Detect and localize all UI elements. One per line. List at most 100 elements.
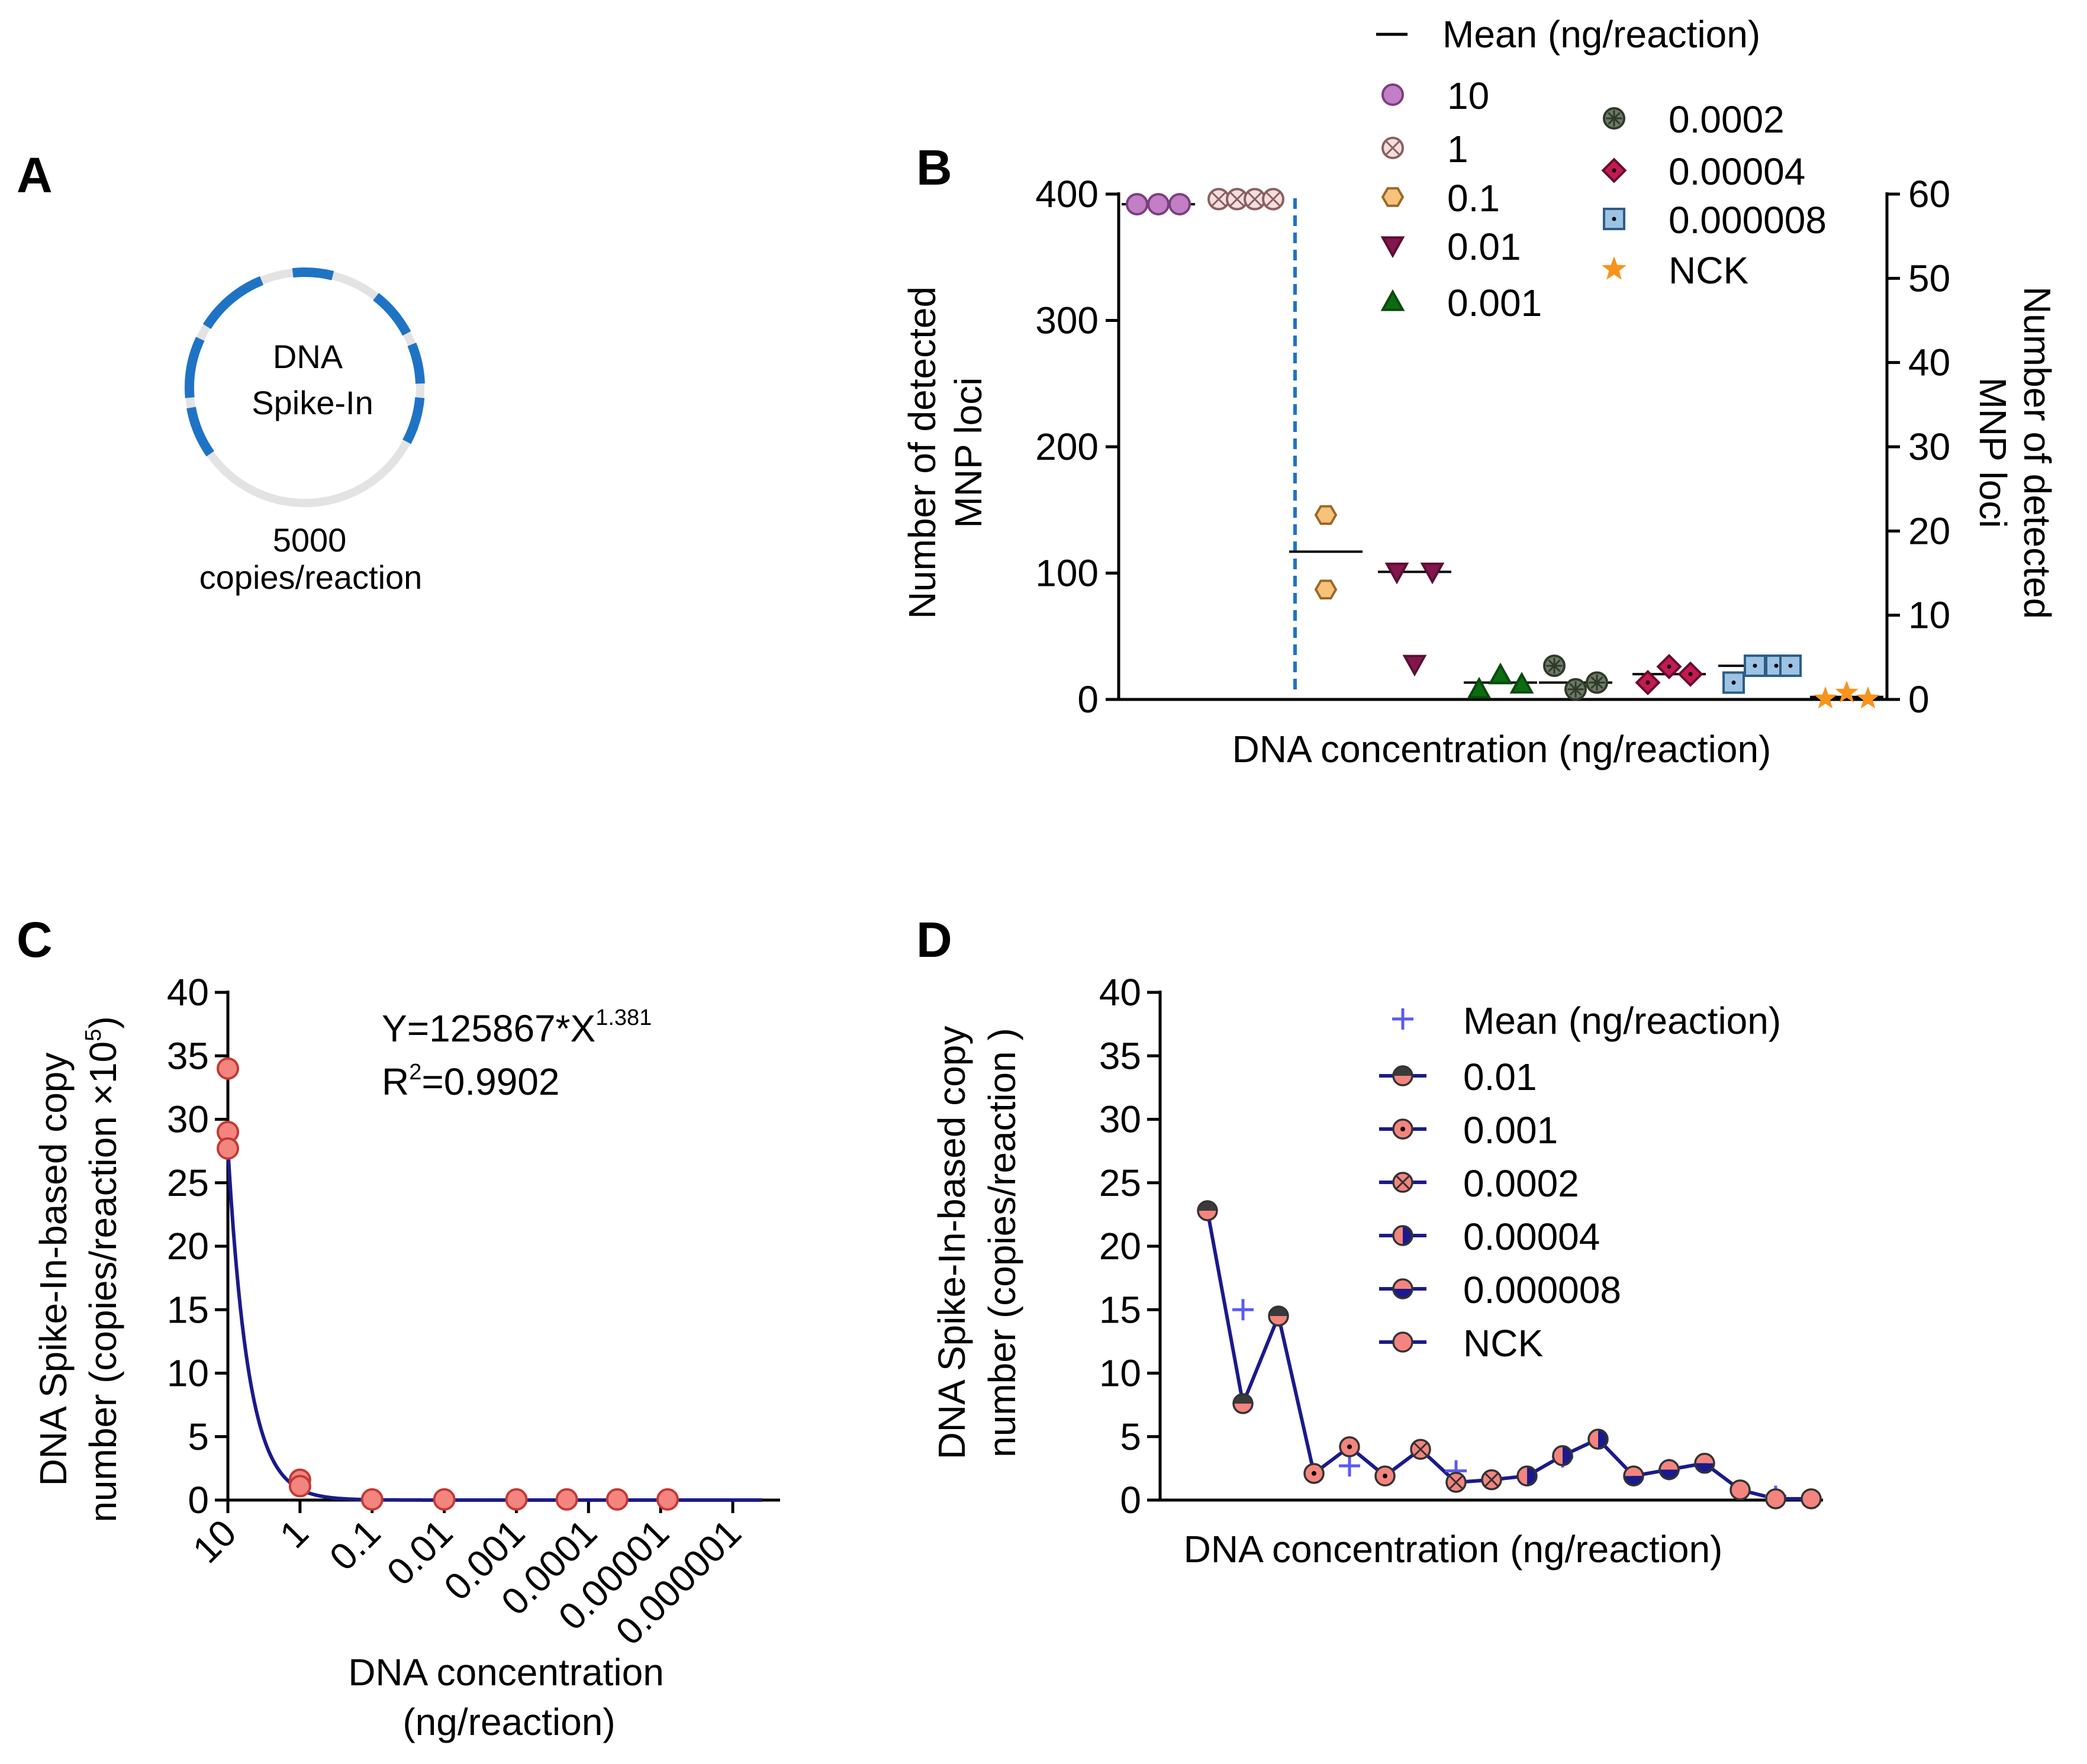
panel-a: A DNA Spike-In 5000 copies/reaction [17,147,425,596]
panel-d-legend-label-0.0002: 0.0002 [1463,1162,1579,1205]
panel-b-point-0.00004 [1656,653,1682,680]
marker-outline [1552,1445,1573,1466]
marker-fill [1731,1480,1750,1499]
panel-b-point-NCK [1814,686,1837,709]
marker-center-dot [1400,1127,1405,1131]
panel-c-equation-main: Y=125867*X [382,1007,595,1050]
panel-c-xtick-label: 0.1 [321,1511,389,1579]
panel-b-point-1 [1244,188,1266,211]
panel-c-r2-value: =0.9902 [421,1060,559,1103]
panel-b-y2tick-label: 50 [1908,257,1950,299]
panel-d-point-NCK [1765,1488,1786,1510]
spike-in-arc-3 [292,267,334,280]
panel-c-ytick-label: 30 [167,1098,209,1141]
panel-d-point-0.0002 [1481,1469,1502,1491]
panel-c-ylabel-line2-main: number (copies/reaction ×10 [82,1041,124,1523]
panel-b-point-1 [1207,188,1230,211]
panel-b-legend-label-1: 1 [1447,128,1468,170]
panel-b-legend-label-0.001: 0.001 [1447,282,1542,324]
panel-b-point-0.001 [1488,662,1513,685]
circle-label-spike-in: Spike-In [252,384,373,421]
spike-in-arc-2 [202,276,264,330]
panel-d-legend-marker-0.00004 [1392,1225,1413,1246]
panel-c-ytick-label: 15 [167,1288,209,1331]
caption-copies-value: 5000 [273,521,347,559]
marker-cross [1448,1475,1464,1490]
marker-asterisk [1606,110,1622,127]
circle-label-dna: DNA [273,338,343,375]
marker-square [1603,208,1625,230]
panel-c-ylabel-line2: number (copies/reaction ×105) [81,1016,124,1522]
panel-d-point-0.000008 [1658,1459,1680,1481]
panel-b-legend-label-0.0002: 0.0002 [1669,98,1785,141]
caption-copies-unit: copies/reaction [199,559,423,596]
marker-cross [1413,1441,1428,1457]
marker-circle [1126,193,1148,216]
panel-c-letter: C [17,912,53,968]
marker-center-dot [1667,664,1671,669]
marker-center-dot [1788,663,1793,668]
marker-center-dot [1774,663,1779,668]
panel-d-legend-title: Mean (ng/reaction) [1463,999,1781,1042]
panel-d-ylabel-line2: number (copies/reaction ) [981,1028,1023,1457]
marker-cross [1265,191,1281,207]
marker-outline [1623,1465,1644,1486]
panel-b-axis-lines [1117,192,1889,701]
panel-d-legend-label-0.001: 0.001 [1463,1109,1558,1152]
panel-b-letter: B [916,140,952,195]
marker-cross [1211,191,1226,207]
marker-outline [1801,1488,1822,1510]
panel-b-legend-marker-NCK [1602,256,1627,280]
panel-c-point [360,1488,384,1511]
panel-b-point-0.01 [1384,562,1409,585]
panel-d-legend-label-0.01: 0.01 [1463,1056,1537,1098]
panel-d-ytick-label: 5 [1120,1415,1141,1458]
panel-b-point-0.001 [1509,672,1534,694]
panel-c-r-squared: R2=0.9902 [382,1060,559,1103]
panel-d-point-0.0002 [1410,1439,1431,1460]
panel-b: B 0 100 200 300 400 0 10 20 30 40 50 60 Number of d… [901,13,2059,770]
panel-d-point-0.01 [1232,1393,1254,1414]
panel-b-ytick-label: 300 [1035,299,1099,342]
marker-center-dot [1347,1444,1352,1449]
panel-b-ylabel-line2: MNP loci [947,378,990,528]
spike-in-arc-5 [407,343,425,384]
panel-c-xtick-label: 1 [272,1511,317,1556]
panel-b-point-0.000008 [1779,654,1802,678]
panel-c-ytick-label: 5 [188,1415,209,1458]
marker-circle [1381,83,1404,106]
marker-outline [1268,1305,1289,1327]
marker-center-dot [1383,1473,1387,1479]
marker-hexagon [1314,579,1338,599]
panel-b-point-1 [1262,188,1284,211]
panel-b-ytick-label: 0 [1077,678,1099,721]
marker-outline [1392,1278,1413,1299]
marker-hexagon [1314,505,1338,525]
marker-triangle-down [1420,562,1445,585]
panel-c-equation: Y=125867*X1.381 [382,1005,652,1050]
panel-b-legend-label-10: 10 [1447,75,1489,117]
panel-c-point [555,1488,578,1511]
marker-triangle-down [1380,236,1405,259]
marker-star [1835,680,1859,703]
panel-d-letter: D [916,912,952,968]
marker-triangle-up [1509,672,1534,694]
marker-hexagon [1381,187,1405,207]
panel-b-legend-marker-10 [1381,83,1404,106]
panel-c-ylabel-line2-end: ) [82,1016,124,1028]
panel-c-point [217,1057,239,1080]
panel-b-y2label-line1: Number of detected [2016,286,2059,619]
panel-c-ylabel-line1: DNA Spike-In-based copy [32,1053,75,1486]
panel-d-point-NCK [1729,1479,1751,1501]
panel-b-axes: 0 100 200 300 400 0 10 20 30 40 50 60 [1035,173,1950,721]
spike-in-arcs [185,267,425,457]
panel-b-ytick-label: 400 [1035,173,1099,215]
marker-triangle-up [1467,676,1492,699]
panel-c-point [433,1488,456,1511]
panel-b-point-NCK [1856,686,1880,709]
marker-asterisk [1589,674,1605,691]
panel-b-legend-marker-0.00004 [1601,157,1627,183]
marker-triangle-down [1402,654,1427,677]
marker-center-dot [1753,663,1757,668]
